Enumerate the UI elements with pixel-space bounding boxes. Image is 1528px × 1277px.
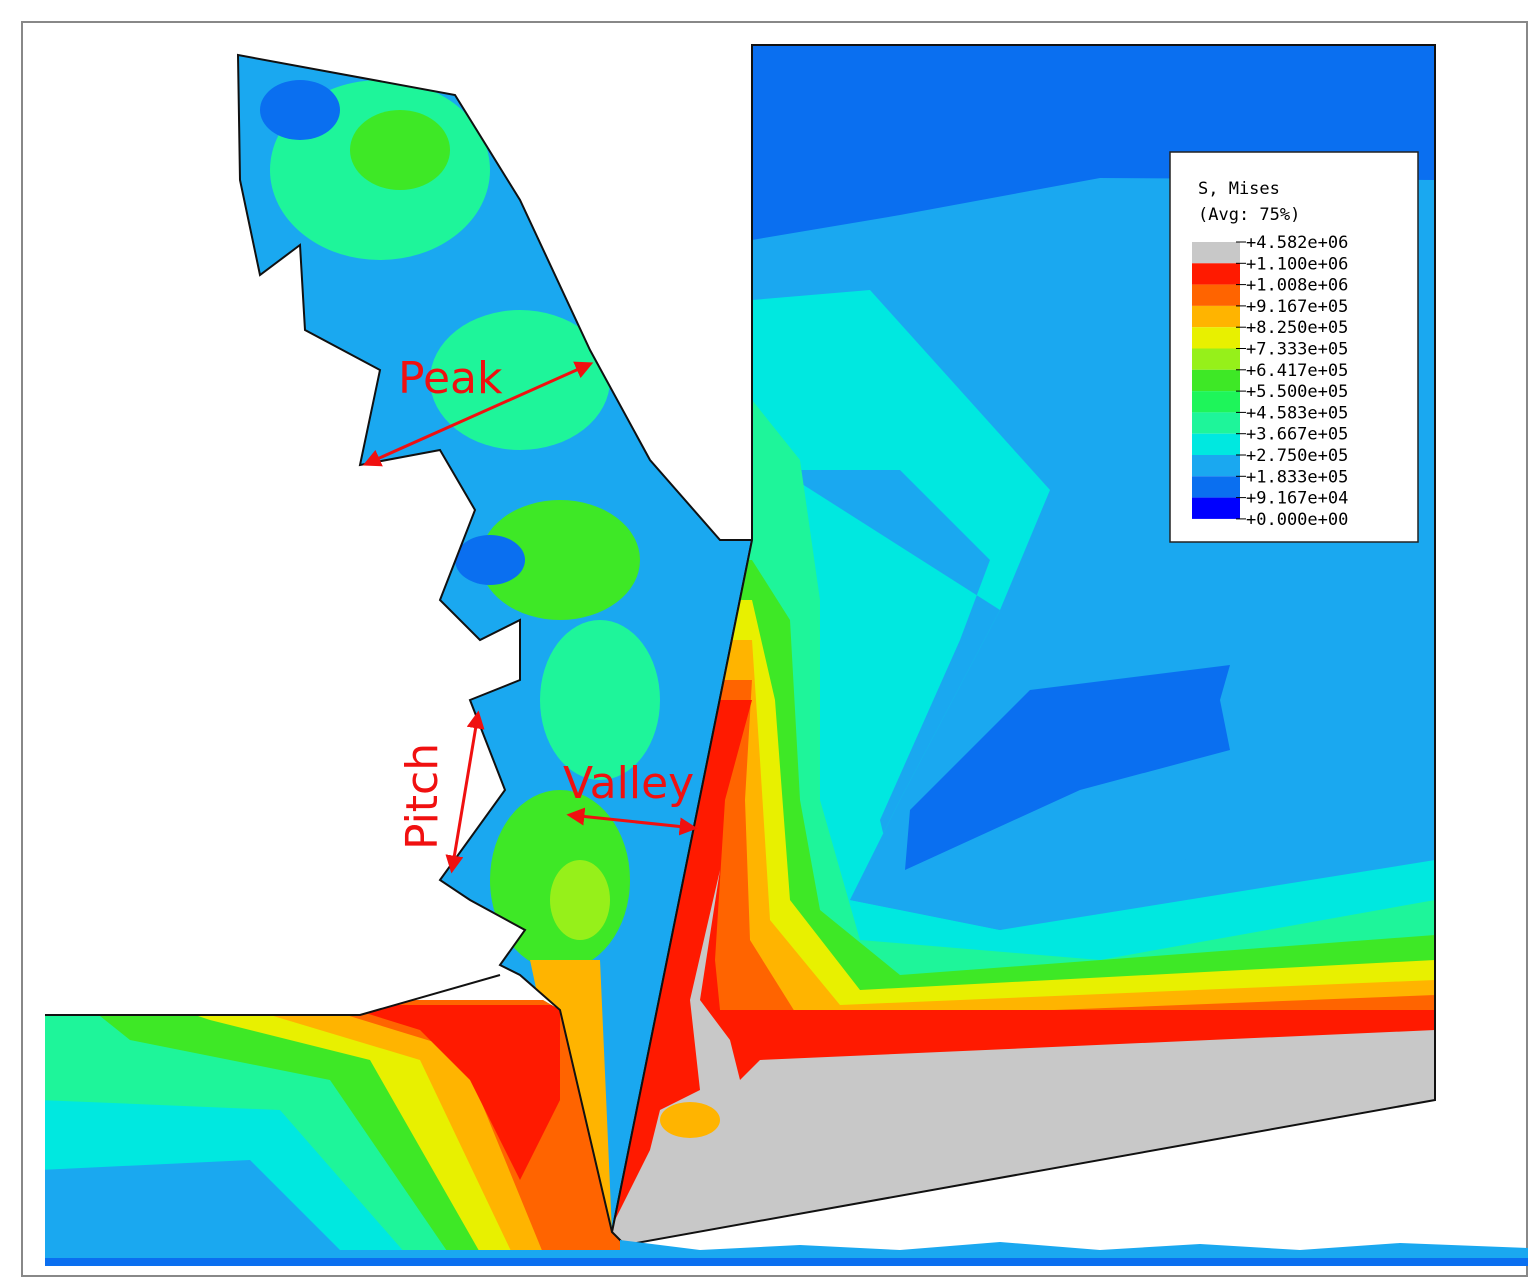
- legend-label: +5.500e+05: [1246, 382, 1348, 402]
- legend-swatch: [1192, 263, 1240, 284]
- legend-label: +0.000e+00: [1246, 510, 1348, 530]
- legend-label: +8.250e+05: [1246, 318, 1348, 338]
- surface-layer: [45, 1258, 1528, 1266]
- legend-swatch: [1192, 455, 1240, 476]
- legend-label: +7.333e+05: [1246, 340, 1348, 360]
- legend-label: +4.583e+05: [1246, 403, 1348, 423]
- legend-swatch: [1192, 327, 1240, 348]
- legend-swatch: [1192, 434, 1240, 455]
- legend: S, Mises (Avg: 75%) +4.582e+06+1.100e+06…: [1170, 152, 1418, 542]
- legend-swatch: [1192, 349, 1240, 370]
- legend-label: +1.833e+05: [1246, 467, 1348, 487]
- legend-swatch: [1192, 476, 1240, 497]
- legend-swatch: [1192, 412, 1240, 433]
- legend-label: +6.417e+05: [1246, 361, 1348, 381]
- legend-swatch: [1192, 391, 1240, 412]
- legend-label: +2.750e+05: [1246, 446, 1348, 466]
- legend-label: +9.167e+05: [1246, 297, 1348, 317]
- legend-label: +3.667e+05: [1246, 425, 1348, 445]
- legend-title: S, Mises: [1198, 179, 1280, 199]
- peak-label: Peak: [398, 353, 503, 404]
- legend-label: +1.100e+06: [1246, 254, 1348, 274]
- legend-subtitle: (Avg: 75%): [1198, 205, 1300, 225]
- valley-label: Valley: [563, 758, 694, 809]
- pitch-label: Pitch: [397, 743, 448, 850]
- legend-swatch: [1192, 370, 1240, 391]
- legend-swatch: [1192, 285, 1240, 306]
- legend-label: +9.167e+04: [1246, 489, 1348, 509]
- legend-label: +1.008e+06: [1246, 276, 1348, 296]
- contour-figure: Peak Pitch Valley S, Mises (Avg: 75%) +4…: [0, 0, 1528, 1277]
- legend-swatch: [1192, 498, 1240, 519]
- legend-swatch: [1192, 242, 1240, 263]
- legend-label: +4.582e+06: [1246, 233, 1348, 253]
- legend-swatch: [1192, 306, 1240, 327]
